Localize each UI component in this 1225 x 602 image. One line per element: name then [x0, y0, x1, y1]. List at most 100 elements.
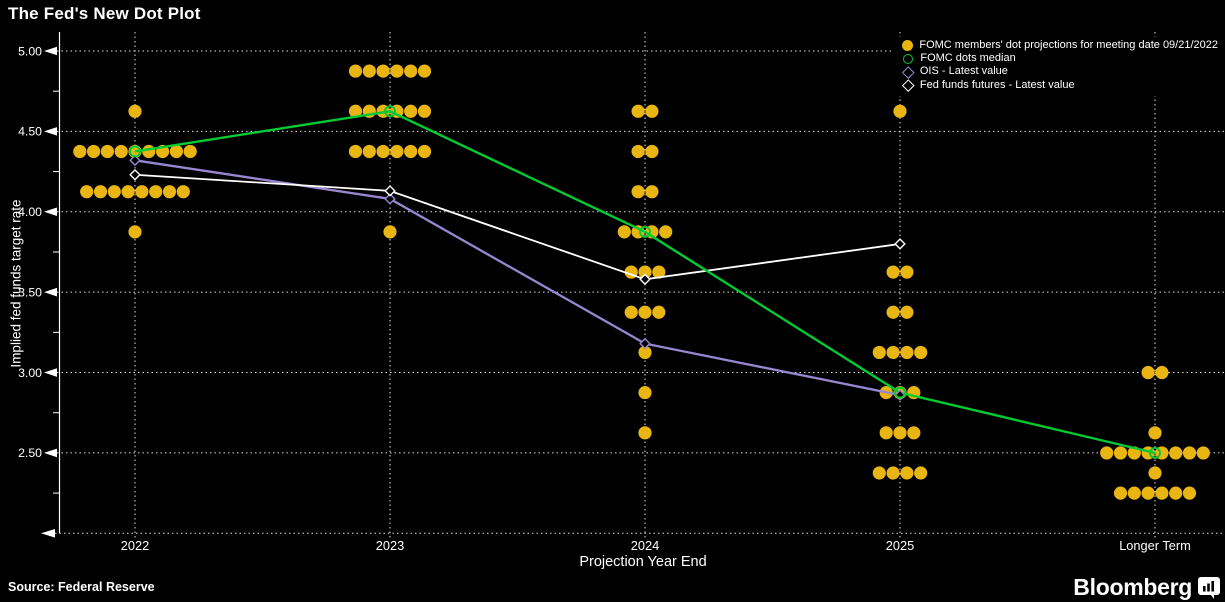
fed-funds-futures-line — [134, 173, 901, 281]
open-diamond-icon — [902, 79, 915, 92]
y-tick-label: 3.00 — [18, 366, 42, 380]
fomc-dot — [404, 104, 418, 118]
ois-line — [134, 159, 901, 397]
fomc-dot — [87, 144, 101, 159]
chart-title: The Fed's New Dot Plot — [8, 4, 201, 23]
fomc-dot — [645, 185, 659, 199]
fomc-dot — [121, 185, 135, 199]
ois-marker — [384, 193, 396, 205]
fomc-dot — [100, 144, 114, 159]
fomc-dot — [914, 466, 928, 480]
fomc-dot — [348, 104, 363, 118]
x-tick-label: 2022 — [121, 538, 149, 553]
fomc-dot — [128, 104, 142, 118]
fomc-dot — [886, 466, 900, 480]
fomc-median-marker — [384, 105, 396, 118]
fomc-dot — [886, 265, 900, 279]
ois-marker — [129, 154, 141, 167]
y-tick-label: 4.50 — [18, 125, 42, 139]
fomc-median-marker — [894, 386, 906, 399]
bloomberg-logo: Bloomberg — [1073, 574, 1220, 601]
fomc-dot — [1169, 486, 1183, 500]
legend-label: FOMC dots median — [920, 52, 1016, 65]
fomc-dot — [1113, 486, 1128, 500]
fomc-dot — [879, 426, 893, 440]
y-tick-arrow — [44, 287, 57, 297]
fomc-dot — [659, 225, 673, 239]
fomc-dot — [114, 144, 128, 159]
fed-funds-futures-marker — [639, 273, 651, 286]
fomc-dot — [645, 104, 659, 118]
legend-label: OIS - Latest value — [919, 65, 1008, 78]
legend-label: FOMC members' dot projections for meetin… — [919, 39, 1218, 51]
fomc-dot — [638, 426, 652, 440]
x-tick-label: 2023 — [376, 538, 404, 553]
fomc-dot — [900, 466, 914, 480]
fomc-dot — [638, 265, 652, 279]
fomc-dot — [383, 225, 397, 239]
fomc-dot — [417, 104, 432, 118]
fomc-dot — [900, 265, 914, 279]
fed-funds-futures-marker — [129, 168, 141, 181]
fomc-dot — [624, 305, 638, 319]
fomc-dot — [107, 185, 121, 199]
fomc-dot — [348, 144, 363, 159]
fomc-dot — [893, 104, 907, 118]
fomc-dot — [362, 64, 376, 78]
y-tick-arrow — [44, 127, 57, 136]
y-tick-arrow — [44, 368, 57, 377]
fomc-dot — [176, 185, 190, 199]
fed-funds-futures-marker — [384, 185, 396, 197]
y-tick-arrow — [44, 207, 57, 217]
fomc-median-marker — [1149, 446, 1161, 459]
ois-marker — [639, 337, 651, 350]
filled-circle-icon — [902, 40, 914, 52]
fomc-dot — [73, 144, 87, 159]
fomc-dot — [1182, 446, 1197, 460]
fed-funds-futures-marker — [894, 238, 906, 250]
fomc-dot — [617, 225, 631, 239]
fomc-dot — [638, 305, 652, 319]
fomc-dot — [893, 426, 907, 440]
fomc-median-marker — [639, 225, 651, 238]
fomc-dot — [907, 426, 921, 440]
fomc-dot — [638, 345, 652, 360]
fomc-dot — [149, 185, 163, 199]
fomc-dot — [376, 64, 390, 78]
fomc-dot — [631, 185, 645, 199]
fomc-dot — [631, 104, 645, 118]
fomc-dot — [900, 345, 914, 360]
x-axis-title: Projection Year End — [579, 554, 707, 570]
y-tick-label: 3.50 — [18, 285, 42, 299]
fomc-dot — [886, 345, 900, 360]
x-tick-label: 2025 — [886, 538, 914, 553]
y-tick-arrow — [44, 46, 57, 56]
y-axis-title: Implied fed funds target rate — [8, 199, 24, 368]
fomc-dot — [914, 345, 928, 360]
ois-marker — [894, 389, 906, 401]
legend-item-dot-projections: FOMC members' dot projections for meetin… — [902, 39, 1218, 52]
fomc-dot — [417, 64, 432, 78]
fomc-dot — [162, 185, 177, 199]
y-tick-arrow — [44, 448, 57, 458]
fomc-dot — [872, 466, 886, 480]
fomc-dot — [1196, 446, 1210, 460]
fomc-dot — [390, 144, 404, 159]
fomc-dot — [390, 64, 404, 78]
fomc-dot — [631, 144, 645, 159]
fomc-dot — [652, 305, 666, 319]
fomc-dot — [1141, 365, 1155, 380]
fomc-dot — [80, 185, 94, 199]
fomc-dot — [638, 386, 652, 400]
bloomberg-wordmark: Bloomberg — [1073, 574, 1192, 600]
fomc-dot — [1155, 486, 1169, 500]
fomc-dot — [1141, 486, 1155, 500]
y-tick-label: 2.50 — [18, 446, 42, 460]
fomc-dot — [886, 305, 900, 319]
fomc-dot — [1182, 486, 1197, 500]
fomc-dot — [135, 185, 149, 199]
fomc-dot — [362, 144, 376, 159]
fomc-dot — [1148, 466, 1162, 480]
